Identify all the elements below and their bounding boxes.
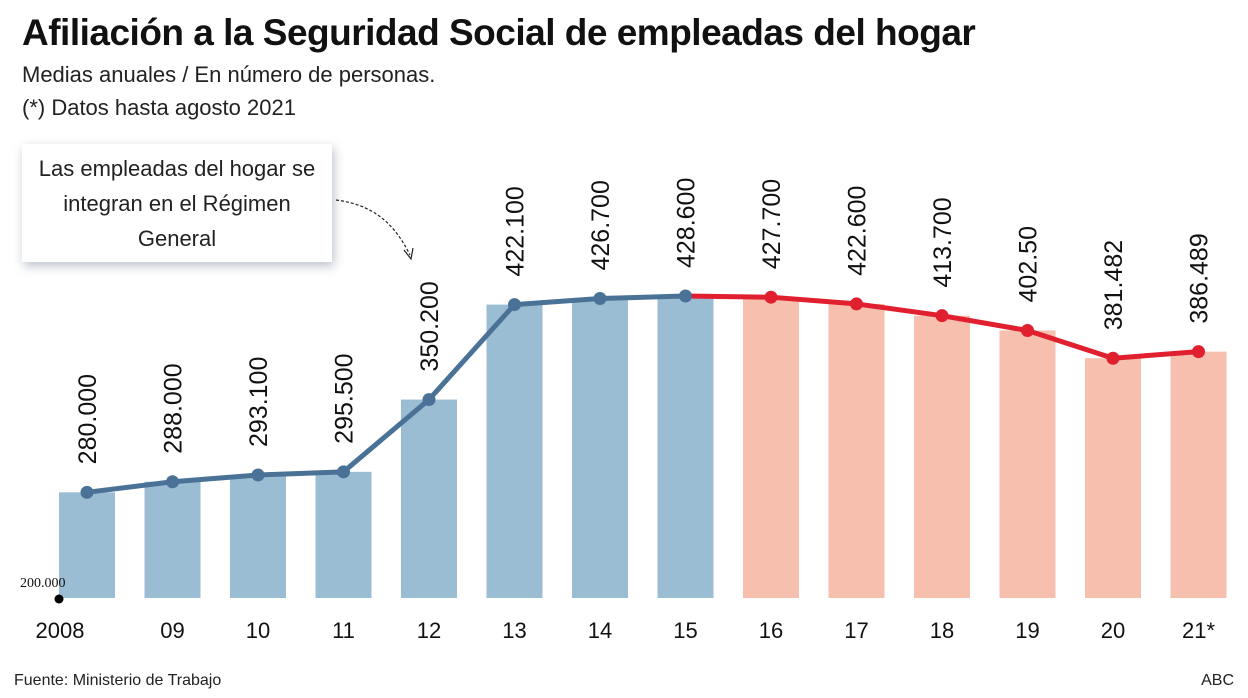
brand-logo: ABC bbox=[1201, 672, 1234, 689]
annotation-box: Las empleadas del hogar se integran en e… bbox=[22, 144, 332, 262]
baseline-label: 200.000 bbox=[20, 576, 66, 591]
x-tick-18: 18 bbox=[930, 618, 954, 643]
x-tick-16: 16 bbox=[759, 618, 783, 643]
point-13 bbox=[508, 298, 521, 312]
bar-16 bbox=[743, 297, 799, 598]
data-label-20: 381.482 bbox=[1100, 240, 1128, 330]
point-17 bbox=[850, 297, 863, 311]
data-label-14: 426.700 bbox=[587, 180, 615, 270]
x-tick-13: 13 bbox=[502, 618, 526, 643]
x-tick-20: 20 bbox=[1101, 618, 1125, 643]
bar-14 bbox=[572, 298, 628, 598]
data-label-16: 427.700 bbox=[758, 179, 786, 269]
point-16 bbox=[764, 290, 778, 304]
bar-11 bbox=[315, 471, 372, 598]
arrow-head-icon bbox=[403, 247, 414, 261]
annotation-arrow bbox=[335, 199, 411, 256]
bar-12 bbox=[401, 399, 457, 598]
data-label-18: 413.700 bbox=[929, 197, 957, 287]
x-tick-2008: 2008 bbox=[36, 618, 85, 643]
x-tick-09: 09 bbox=[160, 618, 184, 643]
line-series-blue bbox=[86, 293, 686, 495]
point-12 bbox=[422, 393, 436, 407]
x-tick-17: 17 bbox=[844, 618, 868, 643]
x-tick-21*: 21* bbox=[1182, 618, 1215, 643]
point-14 bbox=[593, 292, 607, 306]
bar-18 bbox=[914, 315, 970, 598]
x-tick-15: 15 bbox=[673, 618, 697, 643]
x-tick-11: 11 bbox=[332, 618, 355, 643]
data-label-11: 295.500 bbox=[331, 353, 359, 443]
bar-10 bbox=[230, 475, 286, 598]
x-tick-14: 14 bbox=[588, 618, 612, 643]
bar-09 bbox=[144, 481, 201, 598]
bar-17 bbox=[828, 303, 885, 598]
bar-2008 bbox=[59, 492, 115, 598]
point-19 bbox=[1021, 323, 1034, 337]
data-label-21*: 386.489 bbox=[1186, 233, 1214, 323]
data-label-09: 288.000 bbox=[160, 363, 188, 453]
point-20 bbox=[1106, 351, 1120, 365]
point-15 bbox=[679, 289, 692, 303]
data-label-12: 350.200 bbox=[416, 281, 444, 371]
chart-title: Afiliación a la Seguridad Social de empl… bbox=[22, 12, 976, 53]
data-label-2008: 280.000 bbox=[74, 374, 102, 464]
data-label-17: 422.600 bbox=[844, 186, 872, 276]
point-09 bbox=[166, 475, 179, 489]
data-label-13: 422.100 bbox=[502, 186, 530, 276]
x-tick-19: 19 bbox=[1015, 618, 1039, 643]
baseline-dot bbox=[54, 594, 64, 604]
point-2008 bbox=[80, 485, 94, 499]
bar-13 bbox=[486, 304, 543, 598]
source-text: Fuente: Ministerio de Trabajo bbox=[14, 672, 222, 689]
bar-21* bbox=[1170, 351, 1227, 598]
bar-19 bbox=[999, 330, 1056, 598]
point-11 bbox=[337, 465, 350, 479]
chart-subtitle: Medias anuales / En número de personas. bbox=[22, 62, 436, 87]
bar-15 bbox=[657, 296, 714, 598]
x-tick-10: 10 bbox=[246, 618, 270, 643]
bar-20 bbox=[1085, 358, 1141, 598]
chart-note: (*) Datos hasta agosto 2021 bbox=[22, 95, 296, 120]
point-10 bbox=[251, 468, 265, 482]
data-label-19: 402.50 bbox=[1015, 226, 1043, 302]
data-label-15: 428.600 bbox=[673, 178, 701, 268]
x-tick-12: 12 bbox=[417, 618, 441, 643]
point-18 bbox=[935, 309, 949, 323]
data-label-10: 293.100 bbox=[245, 357, 273, 447]
point-21* bbox=[1192, 345, 1205, 359]
annotation-text: Las empleadas del hogar se integran en e… bbox=[38, 155, 316, 251]
